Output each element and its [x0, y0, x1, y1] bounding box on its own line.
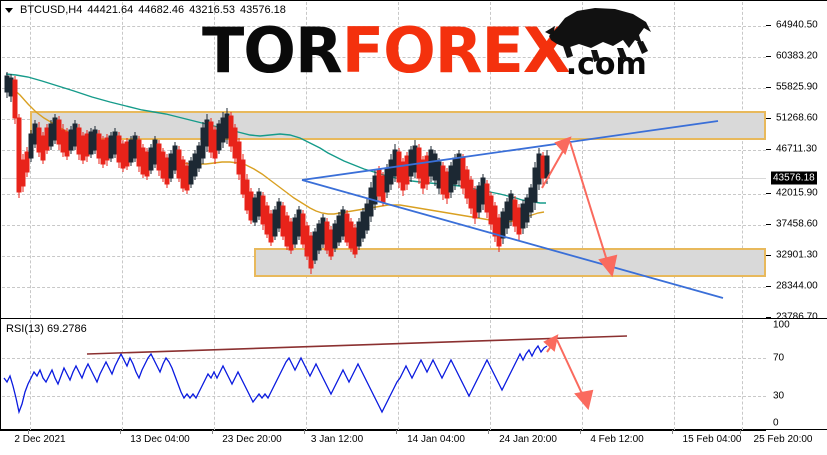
- forecast-down-arrowhead: [598, 254, 618, 278]
- time-axis-label: 3 Jan 12:00: [310, 434, 364, 445]
- grid-line-h: [2, 150, 766, 151]
- grid-line-v: [674, 320, 675, 430]
- candlestick-series: [4, 72, 550, 274]
- trendline-upper: [301, 120, 719, 181]
- rsi-indicator-panel[interactable]: RSI(13) 69.2786 100 70 30 0: [0, 318, 827, 430]
- rsi-level-70-line: [2, 358, 766, 359]
- grid-line-v: [742, 320, 743, 430]
- price-axis-label: 64940.50: [776, 19, 818, 31]
- grid-line-v: [674, 2, 675, 318]
- price-axis[interactable]: 64940.50 60383.20 55825.90 51268.60 4671…: [766, 1, 827, 323]
- time-axis-label: 15 Feb 04:00: [682, 434, 742, 445]
- rsi-forecast-arrow-group: [543, 334, 594, 411]
- time-axis-label: 24 Jan 20:00: [499, 434, 557, 445]
- axis-rule: [0, 430, 766, 431]
- upper-resistance-zone: [30, 111, 766, 140]
- rsi-axis-label: 70: [773, 352, 785, 364]
- price-plot-area[interactable]: TOR FOREX .com: [2, 2, 766, 318]
- rsi-axis-label: 100: [773, 319, 790, 331]
- rsi-forecast-down-arrowhead: [574, 389, 594, 411]
- grid-line-v: [582, 2, 583, 318]
- ohlc-low: 43216.53: [189, 4, 236, 16]
- grid-line-v: [214, 320, 215, 430]
- time-axis-label: 4 Feb 12:00: [590, 434, 644, 445]
- rsi-forecast-up-arrowhead: [543, 334, 559, 352]
- rsi-trendline: [86, 335, 628, 355]
- price-chart-panel[interactable]: TOR FOREX .com: [0, 0, 827, 323]
- grid-line-h: [2, 57, 766, 58]
- grid-line-v: [398, 320, 399, 430]
- grid-line-v: [490, 320, 491, 430]
- grid-line-v: [742, 2, 743, 318]
- price-axis-label: 51268.60: [776, 112, 818, 124]
- price-axis-label: 42015.90: [776, 187, 818, 199]
- ohlc-high: 44682.46: [138, 4, 185, 16]
- trendline-group: [301, 120, 724, 299]
- rsi-series-svg: [3, 334, 628, 415]
- price-axis-label: 28344.00: [776, 280, 818, 292]
- chevron-down-icon[interactable]: [5, 7, 13, 13]
- trendline-lower: [301, 179, 724, 299]
- price-axis-label: 55825.90: [776, 81, 818, 93]
- time-axis-label: 23 Dec 20:00: [222, 434, 282, 445]
- price-axis-label: 32901.30: [776, 249, 818, 261]
- grid-line-v: [122, 320, 123, 430]
- grid-line-v: [582, 320, 583, 430]
- rsi-axis-label: 0: [773, 417, 779, 429]
- symbol-timeframe-label: BTCUSD,H4: [20, 4, 83, 16]
- price-series-svg: [4, 72, 724, 299]
- current-price-badge: 43576.18: [771, 171, 817, 185]
- price-axis-label: 46711.30: [776, 143, 817, 155]
- grid-line-v: [306, 320, 307, 430]
- grid-line-v: [306, 2, 307, 318]
- rsi-line: [3, 344, 548, 415]
- grid-line-h: [2, 26, 766, 27]
- time-axis-label: 13 Dec 04:00: [130, 434, 190, 445]
- rsi-plot-area[interactable]: [2, 320, 766, 430]
- lower-support-zone: [254, 248, 766, 277]
- time-axis-label: 2 Dec 2021: [14, 434, 66, 445]
- rsi-axis-label: 30: [773, 390, 785, 402]
- rsi-label: RSI(13) 69.2786: [6, 323, 87, 335]
- price-axis-label: 60383.20: [776, 50, 818, 62]
- rsi-axis[interactable]: 100 70 30 0: [766, 319, 827, 429]
- ohlc-close: 43576.18: [240, 4, 286, 16]
- price-axis-label: 37458.60: [776, 218, 818, 230]
- price-axis-label: 23786.70: [776, 311, 818, 323]
- ohlc-open: 44421.64: [87, 4, 134, 16]
- chart-header: BTCUSD,H4 44421.64 44682.46 43216.53 435…: [5, 3, 286, 17]
- forecast-down-line: [569, 141, 609, 265]
- grid-line-h: [2, 225, 766, 226]
- time-axis-label: 25 Feb 20:00: [753, 434, 813, 445]
- forecast-up-arrowhead: [554, 136, 572, 155]
- grid-line-h: [2, 287, 766, 288]
- rsi-level-30-line: [2, 396, 766, 397]
- grid-line-h: [2, 88, 766, 89]
- time-axis[interactable]: 2 Dec 2021 13 Dec 04:00 23 Dec 20:00 3 J…: [0, 430, 827, 455]
- forecast-arrow-group: [541, 136, 618, 278]
- grid-line-v: [490, 2, 491, 318]
- time-axis-label: 14 Jan 04:00: [407, 434, 465, 445]
- grid-line-v: [30, 320, 31, 430]
- rsi-forecast-down-line: [556, 339, 585, 399]
